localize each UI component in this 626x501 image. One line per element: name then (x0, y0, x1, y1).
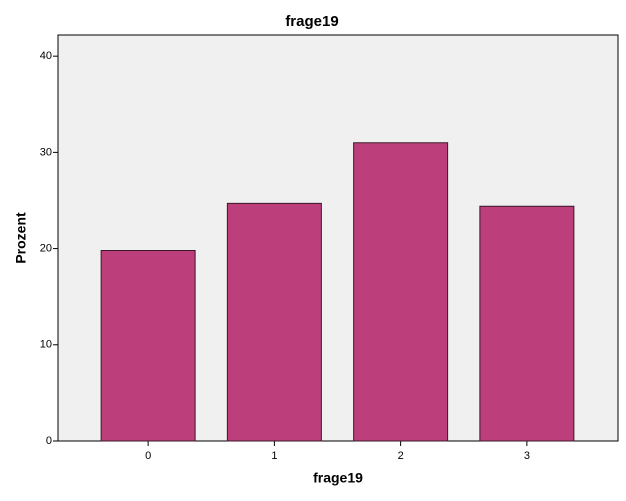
y-tick-label: 40 (40, 50, 52, 62)
y-tick-label: 10 (40, 339, 52, 351)
chart-title: frage19 (285, 13, 338, 30)
bar (353, 142, 449, 442)
bar (100, 250, 196, 442)
x-tick-label: 3 (524, 450, 530, 462)
x-tick-label: 1 (271, 450, 277, 462)
x-tick-label: 0 (145, 450, 151, 462)
bar (479, 205, 575, 442)
x-tick-label: 2 (398, 450, 404, 462)
y-tick-label: 30 (40, 146, 52, 158)
bar (226, 202, 322, 442)
x-axis-label: frage19 (313, 470, 363, 486)
y-tick-label: 0 (46, 435, 52, 447)
y-tick-label: 20 (40, 242, 52, 254)
y-axis-label: Prozent (13, 212, 29, 264)
